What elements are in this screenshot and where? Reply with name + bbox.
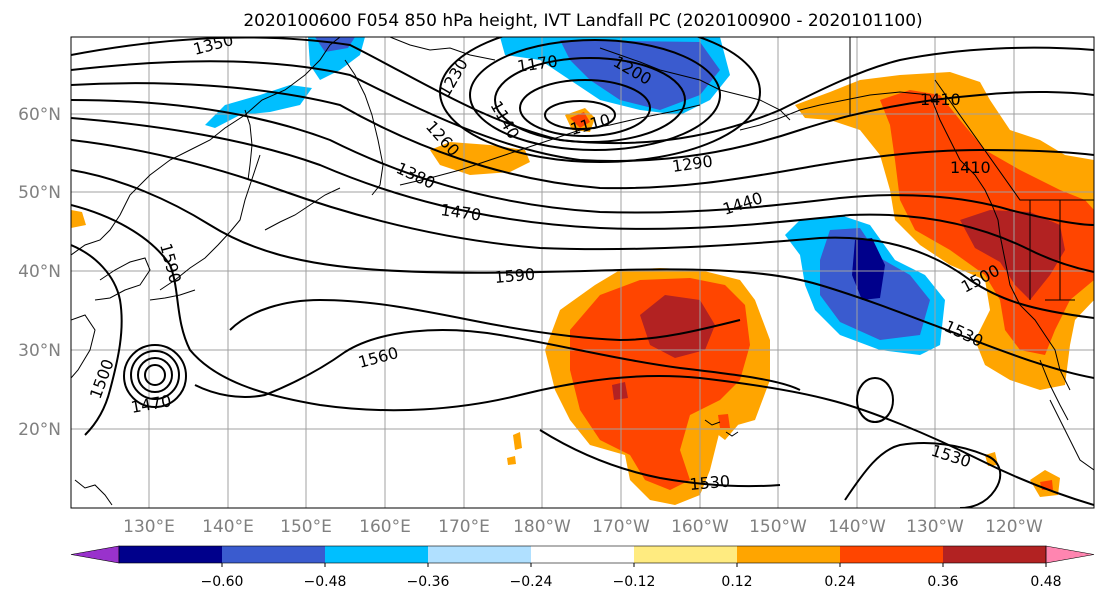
colorbar-tick-label: 0.12 [721,574,752,590]
coast-baja [1039,359,1069,421]
coast-alaska-south [739,91,931,131]
coast-aleutians [399,104,701,186]
lat-label: 40°N [18,262,61,282]
colorbar-segment [531,546,634,563]
coast-asia [71,37,341,256]
colorbar-frame [118,545,1047,564]
positive-anomaly-central-pacific-core2 [612,382,628,400]
longitude-labels: 130°E 140°E 150°E 160°E 170°E 180°W 170°… [123,517,1043,537]
lon-label: 140°E [202,517,254,537]
colorbar-segment [325,546,428,563]
lon-label: 140°W [828,517,886,537]
negative-anomaly-northeast-pacific-core [852,238,885,300]
lat-label: 20°N [18,420,61,440]
colorbar-tick-label: −0.36 [407,574,450,590]
positive-anomaly-hawaii-core [718,414,730,428]
coast-uswest [999,234,1071,391]
positive-anomaly-small-2 [507,456,516,465]
colorbar-segment [428,546,531,563]
colorbar-segment [943,546,1046,563]
colorbar-extend-low [70,545,120,564]
lat-label: 60°N [18,105,61,125]
colorbar-tick-label: −0.60 [201,574,244,590]
lon-label: 130°W [906,517,964,537]
colorbar-segments [70,545,1095,564]
coast-kuril [264,187,341,231]
lon-label: 160°W [671,517,729,537]
colorbar-segment [119,546,222,563]
colorbar-segment [634,546,737,563]
lat-label: 50°N [18,183,61,203]
lon-label: 130°E [123,517,175,537]
coast-alaska-west [599,47,791,121]
latitude-labels: 60°N 50°N 40°N 30°N 20°N [18,105,61,440]
colorbar-segment [222,546,325,563]
contour-label: 1530 [689,472,731,494]
map-frame [70,36,1095,509]
positive-anomaly-gulf-small-core [570,112,590,128]
contour-label: 1410 [920,90,961,109]
lon-label: 150°E [280,517,332,537]
colorbar-tick-label: 0.48 [1030,574,1061,590]
coast-mexico [1049,399,1094,471]
lon-label: 180°W [513,517,571,537]
coast-chukotka [389,37,496,61]
colorbar-extend-high [1045,545,1095,564]
height-contours [71,37,1094,508]
coast-bc [929,94,1001,236]
colorbar-tick-label: −0.12 [613,574,656,590]
colorbar-segment [737,546,840,563]
coast-china [71,314,96,379]
colorbar-tick-label: 0.24 [824,574,855,590]
colorbar-tick-label: −0.24 [510,574,553,590]
lon-label: 150°W [749,517,807,537]
lon-label: 160°E [359,517,411,537]
lat-label: 30°N [18,341,61,361]
negative-anomaly-okhotsk [205,85,312,128]
ivt-shading [71,37,1094,505]
positive-anomaly-aleutian [430,142,530,175]
contour-label: 1410 [950,158,991,177]
lon-label: 170°E [438,517,490,537]
positive-anomaly-west-edge [71,210,86,228]
colorbar-tick-label: −0.48 [304,574,347,590]
map-title: 2020100600 F054 850 hPa height, IVT Land… [243,11,922,31]
colorbar-ticks: −0.60 −0.48 −0.36 −0.24 −0.12 0.12 0.24 0.36 0.4… [201,563,1062,590]
lon-label: 120°W [985,517,1043,537]
colorbar-segment [840,546,943,563]
contour-label: 1590 [494,265,536,287]
map-panel: 1350 1170 1200 1230 1140 1110 1260 1290 … [71,37,1094,508]
coast-korea [94,257,151,301]
positive-anomaly-central-pacific-core [640,295,715,358]
colorbar: −0.60 −0.48 −0.36 −0.24 −0.12 0.12 0.24 0.36 0.4… [70,545,1095,590]
lon-label: 170°W [592,517,650,537]
coast-japan-south [149,289,196,301]
colorbar-tick-label: 0.36 [927,574,958,590]
coast-philippines [74,479,113,506]
coast-hawaii [704,419,739,437]
positive-anomaly-small-1 [513,432,522,450]
